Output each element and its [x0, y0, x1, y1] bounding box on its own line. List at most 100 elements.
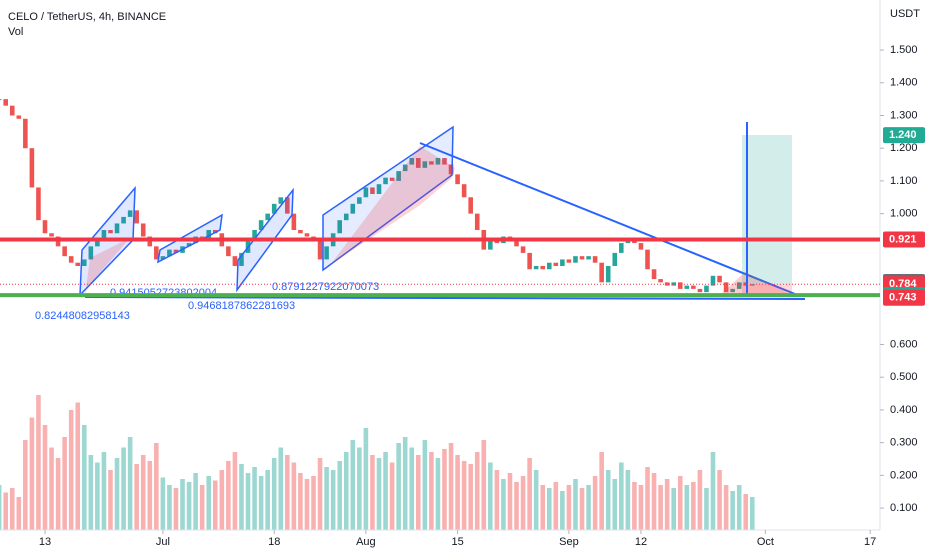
volume-bar [658, 485, 663, 530]
volume-bar [691, 482, 696, 530]
candle [546, 262, 552, 270]
volume-bar [599, 452, 604, 530]
volume-bar [488, 462, 493, 530]
channel [79, 185, 136, 297]
candle [461, 184, 467, 198]
volume-bar [494, 470, 500, 530]
candle [422, 161, 428, 168]
volume-bar [29, 417, 35, 530]
volume-bar [612, 479, 618, 530]
drawings [79, 122, 806, 300]
candle [285, 197, 290, 214]
volume-bar [3, 492, 8, 530]
candle [186, 243, 192, 247]
y-tick-label: 1.000 [890, 208, 918, 220]
volume-bar [684, 485, 690, 530]
volume-bar [710, 452, 716, 530]
candle [154, 246, 159, 260]
y-tick-label: 0.200 [890, 469, 918, 481]
candle [704, 285, 709, 293]
volume-bar [199, 485, 205, 530]
volume-bar [527, 458, 532, 530]
volume-bar [730, 491, 735, 530]
candle [324, 246, 329, 260]
volume-bar [514, 482, 519, 530]
volume-bar [285, 455, 290, 530]
x-tick-label: 15 [451, 536, 463, 548]
volume-bar [108, 470, 113, 530]
candle [619, 243, 624, 253]
candle [206, 229, 212, 240]
candle [160, 256, 166, 260]
y-tick-label: 1.500 [890, 44, 918, 56]
candle [658, 279, 663, 283]
volume-bar [383, 452, 388, 530]
candle [586, 256, 591, 260]
long-target [742, 135, 792, 284]
volume-bar [81, 425, 87, 530]
volume-bar [271, 458, 277, 530]
volume-bar [350, 440, 356, 530]
volume-bar [481, 440, 487, 530]
volume-bar [9, 488, 15, 530]
x-tick-label: Aug [356, 536, 376, 548]
volume-bar [645, 467, 650, 530]
x-tick-label: Oct [757, 536, 774, 548]
candle [750, 284, 755, 286]
candle [239, 252, 244, 266]
candle [167, 249, 172, 257]
volume-bar [664, 479, 670, 530]
candle [363, 187, 369, 198]
volume-bar [258, 476, 264, 530]
volume-bar [579, 488, 585, 530]
volume-bar [357, 447, 362, 530]
volume-bar [317, 458, 323, 530]
candle [579, 256, 585, 260]
candle [95, 239, 100, 247]
volume-bar [173, 488, 179, 530]
volume-bar [540, 485, 546, 530]
volume-bar [435, 458, 441, 530]
volume-bar [324, 467, 329, 530]
candle [605, 265, 611, 283]
volume-bar [49, 447, 54, 530]
candle [16, 115, 22, 119]
volume-bar [193, 473, 198, 530]
volume-bar [396, 443, 401, 530]
volume-bar [632, 482, 637, 530]
volume-bar [389, 462, 395, 530]
volume-bar [409, 447, 415, 530]
candle [68, 256, 74, 263]
y-tick-label: 0.300 [890, 437, 918, 449]
candle [710, 275, 716, 286]
candle [599, 262, 604, 283]
candle [127, 210, 133, 217]
volume-bar [206, 476, 212, 530]
volume-bar [16, 497, 22, 530]
trend-line [84, 296, 806, 300]
volume-bar [278, 447, 284, 530]
volume-bar [343, 452, 349, 530]
channel [322, 125, 454, 272]
candle [75, 262, 81, 266]
candle [533, 265, 539, 270]
candle [573, 256, 578, 263]
x-tick-label: Jul [156, 536, 170, 548]
chart-title: CELO / TetherUS, 4h, BINANCE [8, 11, 166, 23]
candle [474, 213, 480, 230]
axis-unit: USDT [890, 8, 920, 20]
price-tag-label: 1.240 [889, 129, 917, 141]
candle [415, 158, 421, 168]
volume-bar [101, 452, 107, 530]
volume-bar [717, 470, 722, 530]
volume-bar [370, 455, 375, 530]
candle [455, 174, 460, 185]
volume-bar [402, 437, 408, 530]
volume-bar [422, 440, 428, 530]
candle [514, 239, 519, 247]
candle [350, 203, 356, 214]
volume-bar [363, 428, 369, 530]
y-tick-label: 1.400 [890, 77, 918, 89]
candle [298, 229, 303, 234]
